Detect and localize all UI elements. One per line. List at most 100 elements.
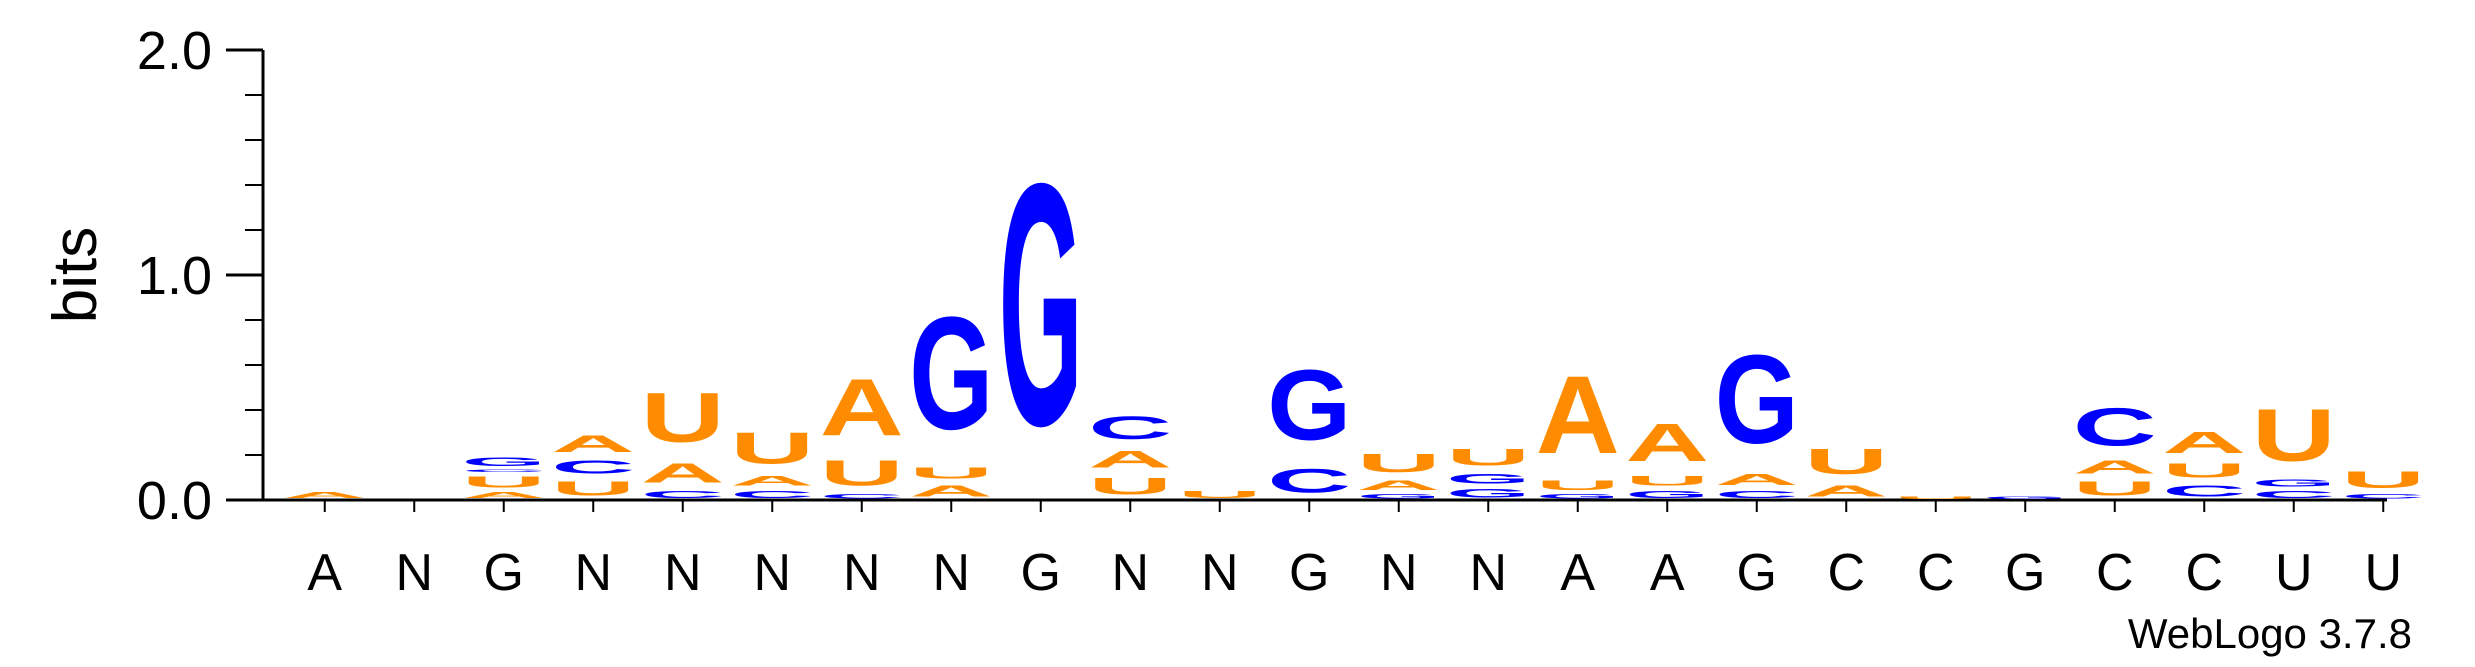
logo-column-11: U <box>1178 489 1262 500</box>
logo-letter-A: A <box>730 473 814 489</box>
x-tick-label: G <box>1289 544 1329 602</box>
y-tick-0: 0.0 <box>137 471 263 531</box>
x-tick-label: N <box>753 544 791 602</box>
logo-letter-G: G <box>909 284 993 464</box>
logo-letter-G: G <box>999 112 1083 498</box>
logo-letter-C: C <box>2341 493 2425 500</box>
logo-letter-A: A <box>1715 471 1799 489</box>
logo-column-5: CAU <box>641 379 725 500</box>
logo-column-24: CU <box>2341 466 2425 500</box>
logo-letter-C: C <box>1267 462 1351 500</box>
logo-letter-A: A <box>2162 426 2246 460</box>
logo-letter-U: U <box>1625 473 1709 489</box>
logo-letter-C: C <box>2162 482 2246 500</box>
logo-letter-U: U <box>1446 444 1530 471</box>
logo-letter-A: A <box>1536 354 1620 478</box>
logo-letter-U: U <box>1804 442 1888 482</box>
x-tick-label: N <box>1201 544 1239 602</box>
y-tick-1: 1.0 <box>137 246 263 306</box>
logo-letter-U: U <box>1178 489 1262 500</box>
logo-letter-G: G <box>1357 493 1441 500</box>
y-tick-label: 0.0 <box>137 471 212 531</box>
logo-column-23: CGU <box>2252 394 2336 500</box>
x-tick-label: N <box>843 544 881 602</box>
logo-letter-C: C <box>730 489 814 500</box>
logo-letter-U: U <box>909 464 993 482</box>
logo-letter-A: A <box>641 457 725 489</box>
x-tick-label: A <box>1650 544 1685 602</box>
x-tick-label: C <box>1917 544 1955 602</box>
logo-column-13: GAU <box>1357 448 1441 500</box>
logo-column-18: AU <box>1804 442 1888 500</box>
logo-column-8: AUG <box>909 284 993 500</box>
x-tick-label: N <box>1380 544 1418 602</box>
logo-letter-C: C <box>462 469 546 473</box>
logo-letter-U: U <box>1088 473 1172 500</box>
logo-column-4: UCA <box>551 430 635 500</box>
logo-letter-G: G <box>462 455 546 468</box>
logo-letter-A: A <box>462 491 546 500</box>
x-tick-label: N <box>1469 544 1507 602</box>
x-tick-label: A <box>1560 544 1595 602</box>
logo-letter-A: A <box>283 491 367 500</box>
y-tick-label: 1.0 <box>137 246 212 306</box>
x-tick-label: C <box>1827 544 1865 602</box>
y-tick-label: 2.0 <box>137 21 212 81</box>
x-tick-label: G <box>1021 544 1061 602</box>
logo-column-10: UAC <box>1088 410 1172 500</box>
x-tick-label: G <box>484 544 524 602</box>
logo-column-17: CAG <box>1715 329 1799 500</box>
logo-letter-U: U <box>462 473 546 491</box>
logo-letter-U: U <box>2252 394 2336 477</box>
x-tick-label: N <box>932 544 970 602</box>
logo-column-6: CAU <box>730 423 814 500</box>
x-tick-label: U <box>2275 544 2313 602</box>
logo-letter-C: C <box>2073 397 2157 457</box>
logo-letter-A: A <box>909 482 993 500</box>
logo-letter-U: U <box>2162 459 2246 482</box>
logo-letter-U: U <box>2073 477 2157 500</box>
logo-letter-G: G <box>1536 493 1620 500</box>
logo-letter-C: C <box>551 457 635 477</box>
logo-column-9: G <box>999 112 1083 498</box>
logo-letter-A: A <box>1625 413 1709 473</box>
logo-letter-G: G <box>1446 487 1530 500</box>
logo-letter-C: C <box>641 489 725 500</box>
logo-letter-U: U <box>730 423 814 473</box>
logo-column-7: CUA <box>820 364 904 500</box>
logo-column-14: GGU <box>1446 444 1530 500</box>
logo-letter-G: G <box>2252 478 2336 489</box>
x-tick-label: N <box>574 544 612 602</box>
logo-letter-A: A <box>2073 457 2157 477</box>
logo-letter-C: C <box>820 493 904 500</box>
logo-column-1: A <box>283 491 367 500</box>
x-tick-label: N <box>395 544 433 602</box>
logo-letter-C: C <box>2252 489 2336 500</box>
y-axis-label: bits <box>41 227 110 323</box>
logo-letter-A: A <box>1088 446 1172 473</box>
logo-column-20: G <box>1983 496 2067 500</box>
logo-letter-C: C <box>1088 410 1172 446</box>
x-tick-label: G <box>2005 544 2045 602</box>
logo-letter-U: U <box>641 379 725 457</box>
logo-letter-U: U <box>1536 477 1620 493</box>
x-tick-label: G <box>1737 544 1777 602</box>
y-axis: 2.0 1.0 0.0 bits <box>41 21 265 531</box>
logo-letter-G: G <box>1267 350 1351 462</box>
logo-letter-G: G <box>1446 471 1530 487</box>
logo-column-16: GUA <box>1625 413 1709 500</box>
x-tick-label: N <box>1111 544 1149 602</box>
logo-letter-G: G <box>1625 489 1709 500</box>
logo-letter-U: U <box>1894 496 1978 500</box>
x-tick-label: C <box>2096 544 2134 602</box>
logo-column-22: CUA <box>2162 426 2246 500</box>
x-tick-label: A <box>307 544 342 602</box>
x-tick-label: C <box>2185 544 2223 602</box>
logo-letter-A: A <box>1357 477 1441 493</box>
logo-column-15: GUA <box>1536 354 1620 500</box>
